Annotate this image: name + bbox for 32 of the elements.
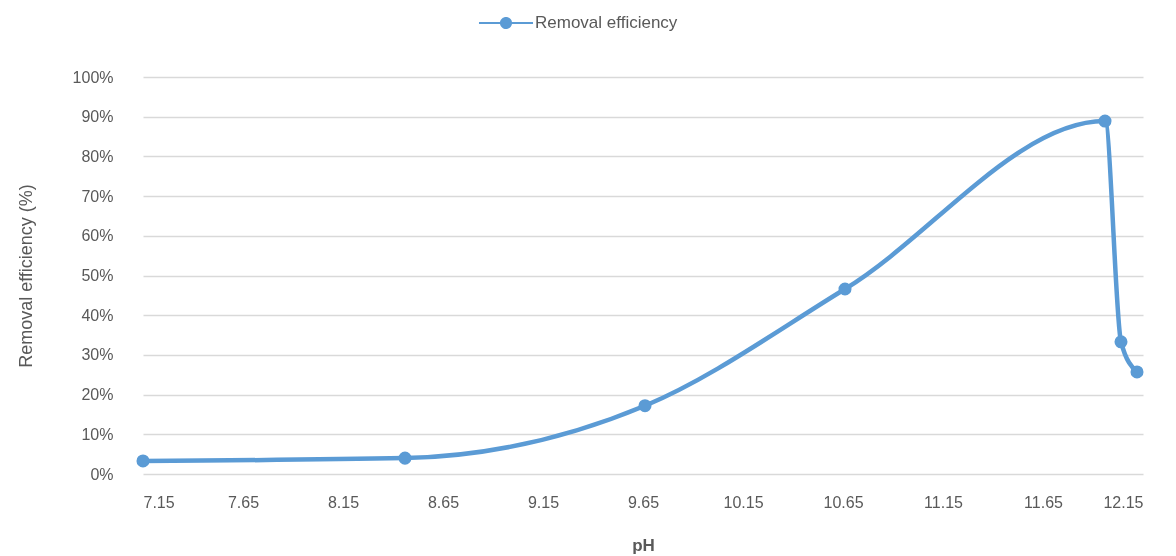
x-tick-label: 11.15	[924, 493, 964, 511]
x-tick-label: 11.65	[1024, 493, 1064, 511]
y-tick-label: 20%	[81, 386, 114, 404]
x-tick-label: 12.15	[1103, 493, 1144, 511]
point	[1098, 114, 1112, 128]
y-tick-label: 100%	[72, 68, 114, 86]
x-tick-label: 7.15	[143, 493, 175, 511]
y-tick-label: 80%	[81, 147, 114, 165]
legend-label: Removal efficiency	[535, 13, 678, 32]
x-tick-label: 8.15	[327, 493, 360, 511]
point	[638, 399, 652, 413]
x-tick-label: 9.15	[527, 493, 560, 511]
x-tick-label: 10.65	[823, 493, 864, 511]
point	[1130, 365, 1144, 379]
x-tick-label: 8.65	[427, 493, 460, 511]
x-tick-label: 10.15	[723, 493, 764, 511]
x-tick-label: 9.65	[627, 493, 660, 511]
y-axis-title: Removal efficiency (%)	[15, 184, 36, 368]
y-tick-label: 90%	[81, 108, 114, 126]
y-tick-label: 40%	[81, 306, 114, 324]
x-axis-title: pH	[632, 535, 655, 555]
point	[136, 454, 150, 468]
y-tick-label: 50%	[81, 267, 114, 284]
y-tick-label: 0%	[90, 465, 114, 483]
y-tick-label: 30%	[81, 346, 114, 364]
point	[838, 282, 852, 296]
y-tick-label: 60%	[81, 227, 114, 245]
x-tick-label: 7.65	[227, 493, 260, 511]
point	[1114, 335, 1128, 349]
y-tick-label: 10%	[81, 425, 114, 443]
point	[398, 451, 412, 465]
y-tick-label: 70%	[81, 187, 114, 205]
